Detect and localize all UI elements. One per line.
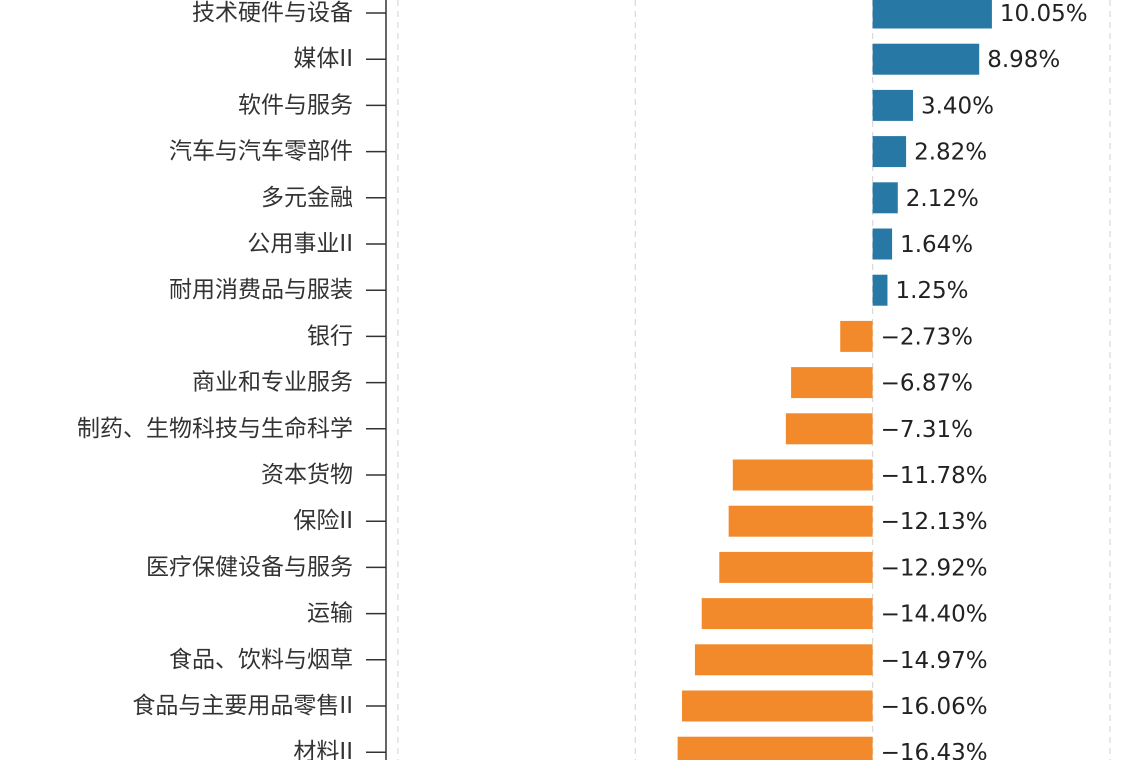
value-label: −16.06% xyxy=(881,694,988,720)
value-label: −12.13% xyxy=(881,509,988,535)
bar xyxy=(701,598,873,630)
bar xyxy=(840,320,873,352)
category-label: 技术硬件与设备 xyxy=(192,0,353,26)
bar xyxy=(719,551,873,583)
value-label: −12.92% xyxy=(881,555,988,581)
category-label: 软件与服务 xyxy=(238,92,353,118)
category-label: 资本货物 xyxy=(261,462,353,488)
bar xyxy=(872,136,907,168)
value-label: 1.25% xyxy=(895,278,968,304)
bar xyxy=(872,182,898,214)
value-label: −16.43% xyxy=(881,740,988,760)
category-label: 制药、生物科技与生命科学 xyxy=(77,416,353,442)
bar xyxy=(872,43,980,75)
bar xyxy=(732,459,873,491)
bar xyxy=(785,413,873,445)
category-label: 医疗保健设备与服务 xyxy=(146,554,353,580)
category-label: 材料II xyxy=(293,739,353,760)
bar xyxy=(682,690,873,722)
bar xyxy=(677,736,873,760)
category-label: 银行 xyxy=(307,323,353,349)
bar xyxy=(791,367,873,399)
labels: 技术硬件与设备 10.05% 媒体II 8.98% 软件与服务 3.40% 汽车与汽车零部件… xyxy=(77,0,1088,760)
bar xyxy=(694,644,873,676)
bar xyxy=(872,274,888,306)
category-label: 耐用消费品与服装 xyxy=(169,277,353,303)
value-label: −14.97% xyxy=(881,648,988,674)
value-label: 1.64% xyxy=(900,232,973,258)
category-label: 食品与主要用品零售II xyxy=(132,693,353,719)
value-label: −6.87% xyxy=(881,371,973,397)
value-label: −7.31% xyxy=(881,417,973,443)
category-label: 汽车与汽车零部件 xyxy=(169,139,353,165)
value-label: −2.73% xyxy=(881,324,973,350)
bar xyxy=(872,89,913,121)
bar xyxy=(872,0,992,29)
value-label: 2.82% xyxy=(914,140,987,166)
category-label: 公用事业II xyxy=(247,231,353,257)
value-label: −11.78% xyxy=(881,463,988,489)
category-label: 运输 xyxy=(307,601,353,627)
category-label: 多元金融 xyxy=(261,185,353,211)
bar xyxy=(728,505,873,537)
value-label: 2.12% xyxy=(906,186,979,212)
bar xyxy=(872,228,893,260)
value-label: 10.05% xyxy=(1000,1,1088,27)
category-label: 媒体II xyxy=(293,46,353,72)
value-label: 8.98% xyxy=(987,47,1060,73)
value-label: −14.40% xyxy=(881,602,988,628)
category-label: 食品、饮料与烟草 xyxy=(169,647,353,673)
value-label: 3.40% xyxy=(921,93,994,119)
category-label: 保险II xyxy=(293,508,353,534)
category-label: 商业和专业服务 xyxy=(192,370,353,396)
bars xyxy=(677,0,992,760)
